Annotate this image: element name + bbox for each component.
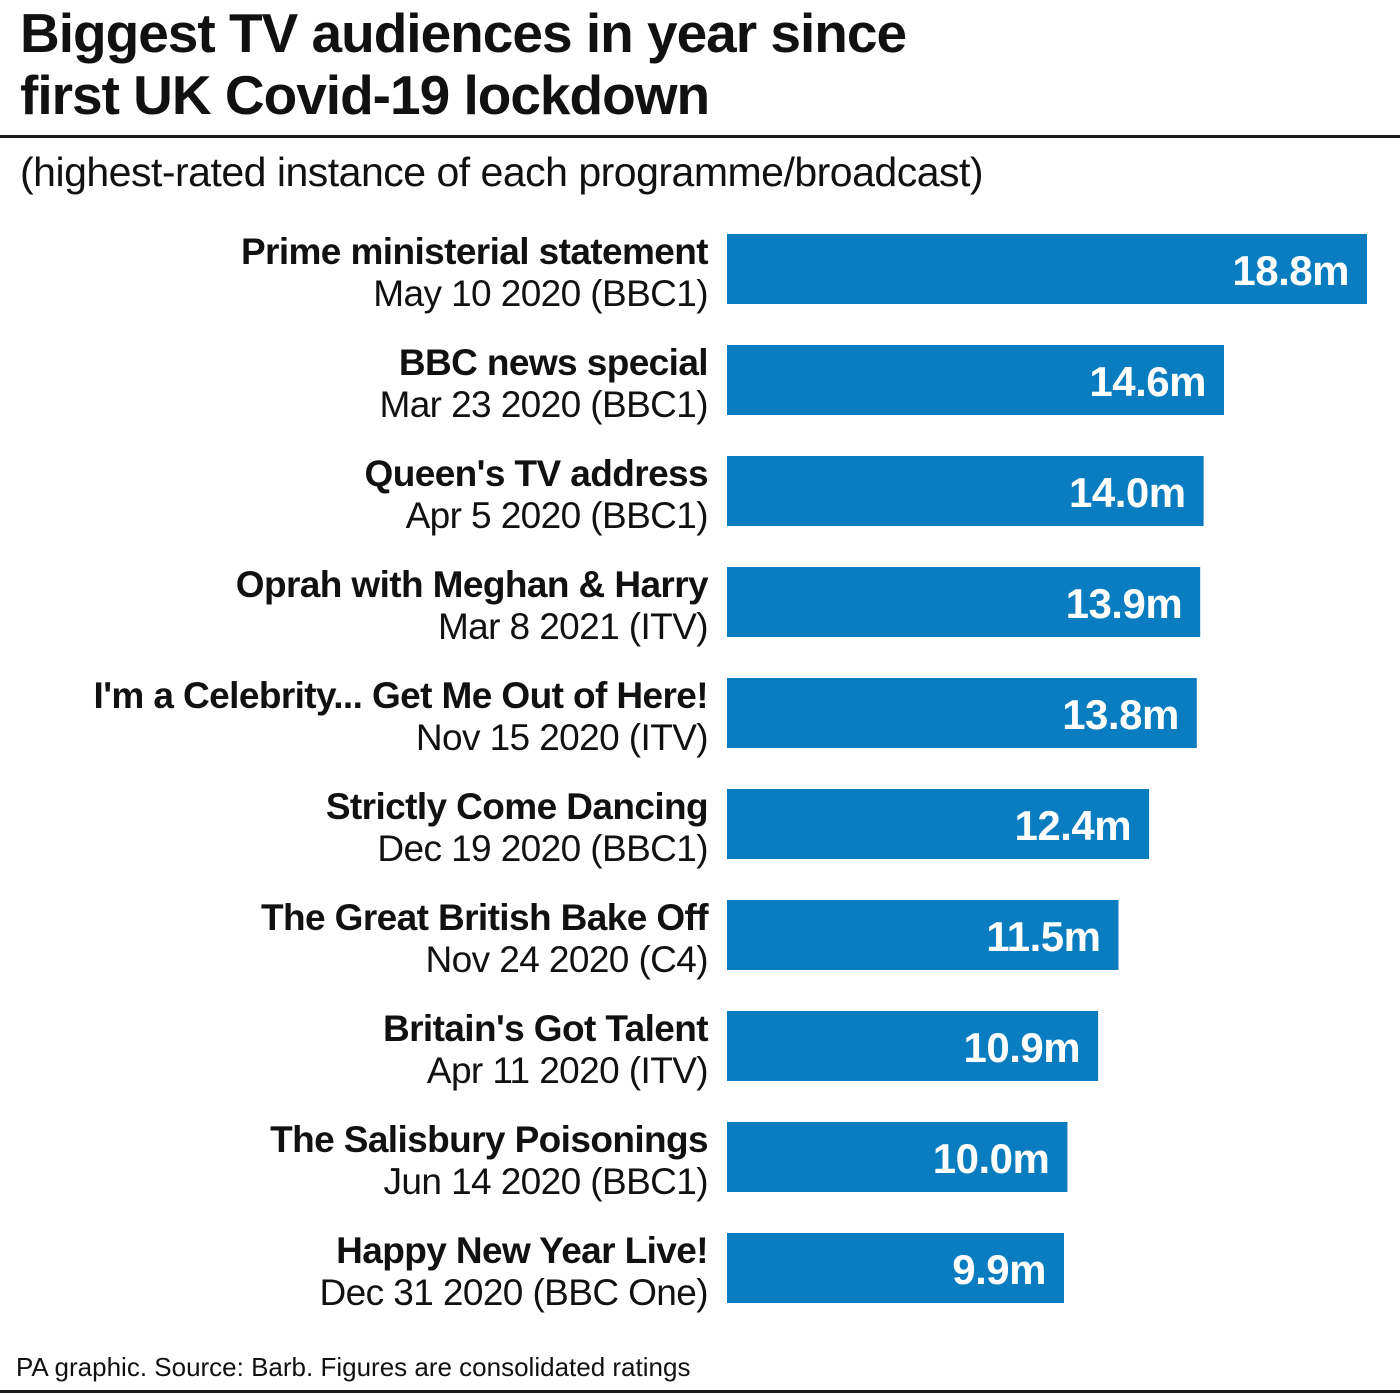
- bar-value-label: 10.0m: [933, 1135, 1050, 1182]
- bar: [727, 789, 1150, 859]
- bar-value-label: 14.0m: [1069, 469, 1186, 516]
- category-label: I'm a Celebrity... Get Me Out of Here!: [94, 675, 708, 716]
- bar-value-label: 14.6m: [1089, 358, 1206, 405]
- bar-value-label: 13.8m: [1062, 691, 1179, 738]
- bar-value-label: 18.8m: [1232, 247, 1349, 294]
- category-detail-label: Dec 31 2020 (BBC One): [320, 1272, 708, 1313]
- bar-value-label: 11.5m: [986, 913, 1100, 960]
- bar: [727, 900, 1119, 970]
- bar: [727, 567, 1201, 637]
- category-detail-label: Nov 15 2020 (ITV): [416, 717, 708, 758]
- bar: [727, 1011, 1099, 1081]
- bar: [727, 678, 1197, 748]
- chart-subtitle: (highest-rated instance of each programm…: [20, 149, 984, 195]
- bar: [727, 1233, 1064, 1303]
- bar-value-label: 13.9m: [1066, 580, 1183, 627]
- source-footer: PA graphic. Source: Barb. Figures are co…: [16, 1352, 691, 1382]
- chart-title-line-1: Biggest TV audiences in year since: [20, 2, 907, 64]
- category-label: Strictly Come Dancing: [326, 786, 708, 827]
- bar: [727, 234, 1367, 304]
- category-label: Queen's TV address: [365, 453, 708, 494]
- title-divider: [0, 135, 1400, 138]
- bar-group: Happy New Year Live!Dec 31 2020 (BBC One…: [320, 1230, 1064, 1313]
- bar-group: I'm a Celebrity... Get Me Out of Here!No…: [94, 675, 1197, 758]
- category-label: Prime ministerial statement: [241, 231, 708, 272]
- category-label: Britain's Got Talent: [383, 1008, 708, 1049]
- bar: [727, 345, 1224, 415]
- bar: [727, 1122, 1068, 1192]
- category-detail-label: Mar 23 2020 (BBC1): [379, 384, 708, 425]
- category-detail-label: Nov 24 2020 (C4): [426, 939, 708, 980]
- category-label: BBC news special: [399, 342, 708, 383]
- category-detail-label: Apr 11 2020 (ITV): [427, 1050, 708, 1091]
- category-label: Happy New Year Live!: [336, 1230, 708, 1271]
- category-label: The Salisbury Poisonings: [270, 1119, 708, 1160]
- category-detail-label: May 10 2020 (BBC1): [373, 273, 708, 314]
- category-detail-label: Apr 5 2020 (BBC1): [406, 495, 708, 536]
- bar-value-label: 10.9m: [964, 1024, 1081, 1071]
- category-label: Oprah with Meghan & Harry: [236, 564, 709, 605]
- chart-title-line-2: first UK Covid-19 lockdown: [20, 64, 710, 126]
- bar-value-label: 12.4m: [1015, 802, 1132, 849]
- category-label: The Great British Bake Off: [261, 897, 709, 938]
- chart-title: Biggest TV audiences in year since first…: [20, 2, 1380, 126]
- bottom-divider: [0, 1390, 1400, 1393]
- bar: [727, 456, 1204, 526]
- category-detail-label: Jun 14 2020 (BBC1): [384, 1161, 708, 1202]
- bar-value-label: 9.9m: [952, 1246, 1046, 1293]
- category-detail-label: Mar 8 2021 (ITV): [438, 606, 708, 647]
- category-detail-label: Dec 19 2020 (BBC1): [377, 828, 708, 869]
